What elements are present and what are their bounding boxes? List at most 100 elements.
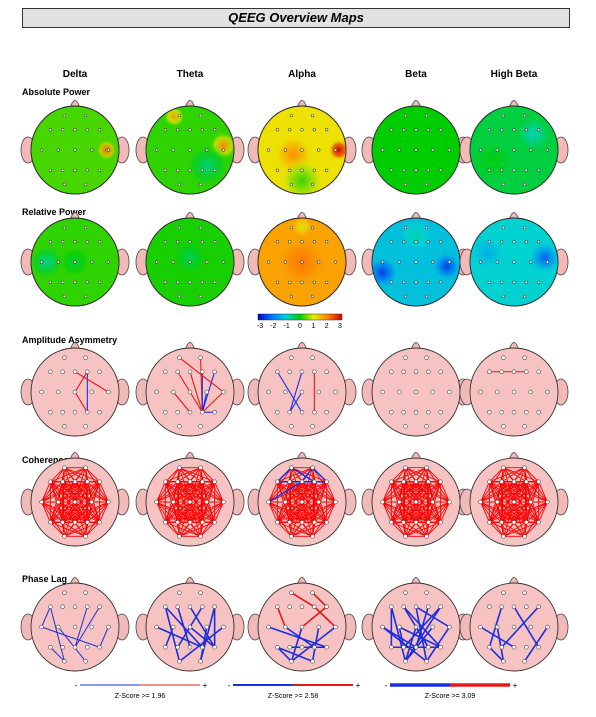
electrode: [176, 168, 180, 172]
electrode: [175, 369, 180, 374]
coherence-line: [501, 481, 548, 503]
electrode: [85, 240, 89, 244]
scalp-outline: [469, 105, 559, 195]
electrode: [537, 280, 541, 284]
electrode: [60, 645, 65, 650]
electrode: [287, 369, 292, 374]
connection-line: [276, 646, 293, 662]
coherence-line: [41, 481, 51, 503]
electrode: [310, 424, 315, 429]
electrode: [200, 604, 205, 609]
electrode: [56, 624, 61, 630]
electrode: [380, 624, 385, 630]
electrode: [312, 604, 317, 609]
electrode: [198, 659, 203, 664]
electrode: [177, 659, 182, 664]
head-map: [459, 212, 569, 307]
coherence-line: [480, 481, 527, 503]
coherence-line: [489, 467, 504, 483]
connection-line: [313, 606, 336, 628]
electrode: [289, 590, 294, 595]
connection-line: [382, 626, 417, 648]
electrode: [501, 659, 506, 664]
electrode: [447, 499, 452, 505]
electrode: [310, 355, 315, 360]
electrode: [60, 520, 65, 525]
coherence-line: [405, 521, 429, 537]
electrode: [499, 410, 504, 415]
electrode: [154, 389, 159, 395]
coherence-line: [497, 501, 539, 523]
electrode: [198, 294, 203, 298]
connection-line: [403, 606, 442, 648]
electrode: [389, 128, 393, 132]
power-hotspot: [31, 244, 65, 280]
coherence-line: [391, 521, 406, 537]
electrode: [426, 168, 430, 172]
coherence-line: [524, 522, 527, 537]
electrode: [529, 148, 533, 152]
electrode: [501, 226, 506, 230]
coherence-line: [390, 501, 400, 523]
scalp-outline: [30, 217, 120, 307]
head-map: [20, 100, 130, 195]
electrode: [299, 499, 305, 505]
electrode: [39, 499, 44, 505]
electrode: [98, 240, 102, 244]
head-map: [247, 100, 357, 195]
electrode: [512, 168, 516, 172]
electrode: [171, 148, 175, 152]
electrode: [198, 424, 203, 429]
electrode: [177, 355, 182, 360]
electrode: [289, 294, 294, 298]
electrode: [266, 148, 271, 152]
electrode: [310, 114, 315, 118]
electrode: [204, 624, 209, 630]
electrode: [287, 604, 292, 609]
coherence-line: [62, 521, 86, 537]
coherence-line: [428, 501, 450, 523]
coherence-line: [382, 481, 404, 503]
coherence-line: [391, 501, 433, 523]
connection-line: [74, 606, 101, 648]
coherence-line: [173, 501, 215, 523]
electrode: [97, 369, 102, 374]
electrode: [39, 148, 44, 152]
coherence-line: [496, 481, 515, 503]
electrode: [275, 168, 279, 172]
electrode: [200, 410, 205, 415]
coherence-line: [87, 481, 109, 503]
connection-line: [488, 646, 505, 662]
coherence-line: [74, 501, 88, 523]
connection-line: [268, 626, 327, 648]
electrode: [403, 659, 408, 664]
electrode: [501, 294, 506, 298]
connection-line: [425, 626, 451, 662]
electrode: [403, 355, 408, 360]
electrode: [275, 410, 280, 415]
electrode: [310, 182, 315, 186]
electrode: [198, 226, 203, 230]
electrode: [72, 499, 78, 505]
electrode: [536, 645, 541, 650]
electrode: [414, 148, 418, 152]
electrode: [177, 114, 182, 118]
coherence-line: [403, 501, 433, 523]
coherence-line: [501, 522, 504, 537]
electrode: [275, 240, 279, 244]
electrode: [48, 280, 52, 284]
coherence-line: [501, 467, 525, 483]
coherence-line: [497, 481, 539, 503]
electrode: [60, 369, 65, 374]
scalp-outline: [145, 105, 235, 195]
coherence-line: [189, 501, 215, 523]
electrode: [524, 168, 528, 172]
connection-line: [289, 371, 303, 413]
coherence-line: [179, 521, 191, 537]
electrode: [413, 389, 419, 395]
electrode: [163, 520, 168, 525]
electrode: [413, 479, 419, 484]
electrode: [536, 410, 541, 415]
coherence-line: [200, 521, 215, 537]
electrode: [524, 410, 529, 415]
